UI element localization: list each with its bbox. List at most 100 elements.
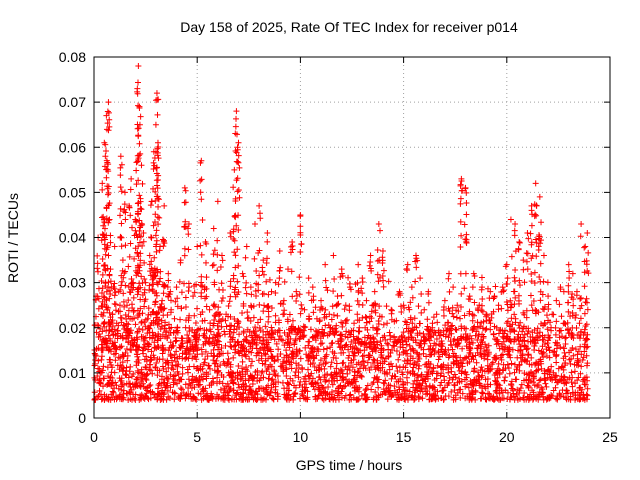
baseline-point	[391, 383, 398, 390]
baseline-point	[532, 393, 539, 400]
baseline-point	[465, 353, 472, 360]
baseline-point	[130, 294, 137, 301]
baseline-point	[296, 382, 303, 389]
baseline-point	[580, 354, 587, 361]
spike-point	[478, 286, 485, 293]
baseline-point	[374, 330, 381, 337]
spike-point	[199, 283, 206, 290]
baseline-point	[485, 349, 492, 356]
baseline-point	[496, 390, 503, 397]
spike-point	[491, 294, 498, 301]
spike-point	[272, 319, 279, 326]
baseline-point	[346, 378, 353, 385]
spike-point	[284, 318, 291, 325]
spike-point	[156, 247, 163, 254]
spike-point	[581, 269, 588, 276]
baseline-point	[453, 354, 460, 361]
baseline-point	[143, 376, 150, 383]
spike-point	[416, 329, 423, 336]
baseline-point	[575, 362, 582, 369]
baseline-point	[570, 335, 577, 342]
baseline-point	[259, 360, 266, 367]
x-tick-label: 25	[602, 429, 618, 445]
baseline-point	[297, 355, 304, 362]
spike-point	[507, 297, 514, 304]
spike-point	[234, 175, 241, 182]
baseline-point	[290, 351, 297, 358]
baseline-point	[311, 363, 318, 370]
baseline-point	[158, 382, 165, 389]
baseline-point	[572, 396, 579, 403]
spike-point	[537, 260, 544, 267]
spike-point	[104, 120, 111, 127]
baseline-point	[160, 290, 167, 297]
spike-point	[129, 280, 136, 287]
spike-point	[477, 336, 484, 343]
baseline-point	[516, 341, 523, 348]
baseline-point	[263, 389, 270, 396]
baseline-point	[426, 391, 433, 398]
spike-point	[150, 166, 157, 173]
baseline-point	[413, 339, 420, 346]
spike-point	[155, 221, 162, 228]
baseline-point	[440, 387, 447, 394]
spike-point	[185, 314, 192, 321]
baseline-point	[400, 349, 407, 356]
spike-point	[136, 227, 143, 234]
data-point	[117, 153, 124, 160]
baseline-point	[309, 359, 316, 366]
spike-point	[409, 345, 416, 352]
baseline-point	[108, 380, 115, 387]
baseline-point	[454, 379, 461, 386]
baseline-point	[450, 350, 457, 357]
baseline-point	[457, 315, 464, 322]
baseline-point	[393, 317, 400, 324]
spike-point	[263, 278, 270, 285]
baseline-point	[268, 384, 275, 391]
spike-point	[118, 315, 125, 322]
baseline-point	[565, 396, 572, 403]
spike-point	[214, 333, 221, 340]
baseline-point	[343, 328, 350, 335]
baseline-point	[229, 379, 236, 386]
spike-point	[490, 331, 497, 338]
spike-point	[211, 247, 218, 254]
spike-point	[565, 288, 572, 295]
spike-point	[105, 252, 112, 259]
data-point	[214, 198, 221, 205]
baseline-point	[530, 389, 537, 396]
spike-point	[375, 278, 382, 285]
spike-point	[483, 312, 490, 319]
baseline-point	[332, 371, 339, 378]
baseline-point	[368, 386, 375, 393]
y-tick-label: 0.06	[59, 139, 86, 155]
spike-point	[122, 311, 129, 318]
spike-point	[327, 344, 334, 351]
spike-point	[568, 294, 575, 301]
baseline-point	[250, 328, 257, 335]
baseline-point	[148, 356, 155, 363]
spike-point	[524, 266, 531, 273]
baseline-point	[269, 353, 276, 360]
baseline-point	[236, 331, 243, 338]
data-point	[247, 284, 254, 291]
baseline-point	[320, 346, 327, 353]
baseline-point	[96, 368, 103, 375]
data-point	[437, 329, 444, 336]
spike-point	[420, 333, 427, 340]
spike-point	[136, 152, 143, 159]
spike-point	[467, 296, 474, 303]
baseline-point	[529, 329, 536, 336]
data-point	[569, 270, 576, 277]
baseline-point	[256, 377, 263, 384]
spike-point	[453, 341, 460, 348]
baseline-point	[492, 377, 499, 384]
baseline-point	[362, 387, 369, 394]
baseline-point	[491, 323, 498, 330]
baseline-point	[331, 350, 338, 357]
spike-point	[573, 312, 580, 319]
baseline-point	[459, 363, 466, 370]
spike-point	[121, 270, 128, 277]
baseline-point	[483, 344, 490, 351]
baseline-point	[502, 374, 509, 381]
